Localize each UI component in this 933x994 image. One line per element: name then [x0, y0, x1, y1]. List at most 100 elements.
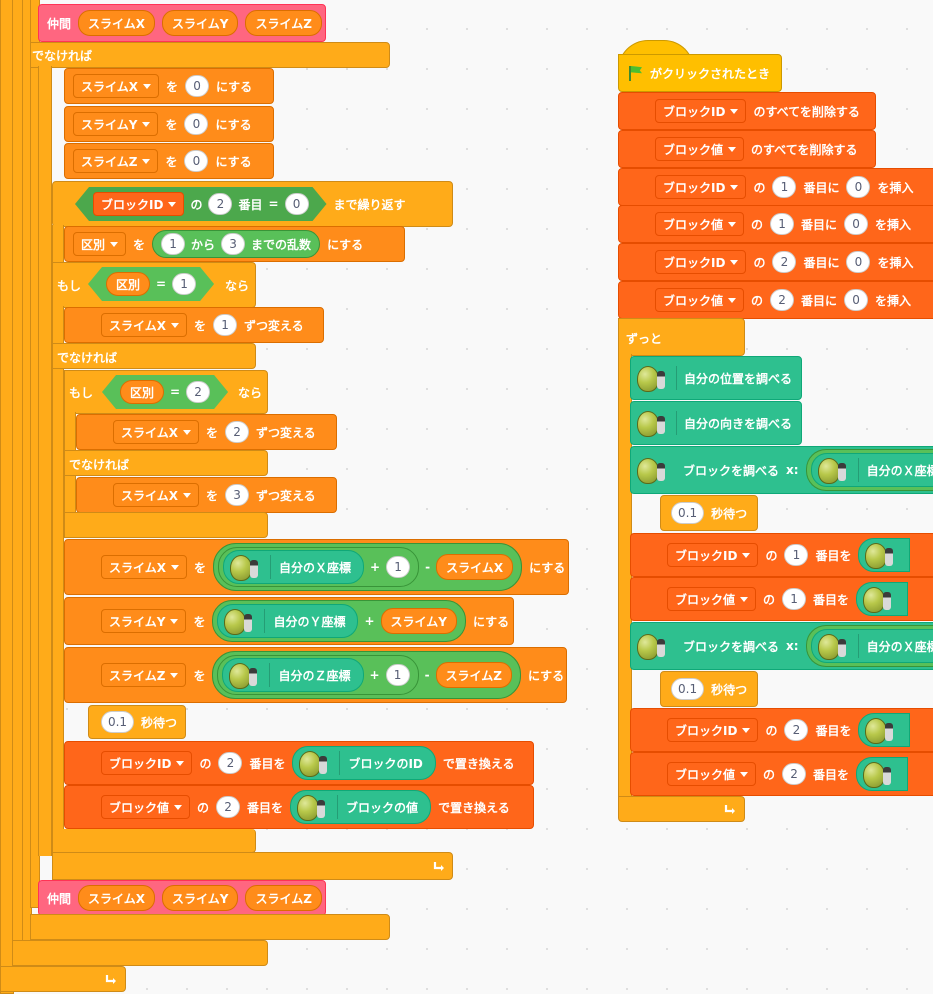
repeat-until-bottom[interactable]: [52, 852, 453, 880]
replace-block-value-1-block-right[interactable]: ブロック値 の 1 番目を: [630, 577, 933, 621]
index-field[interactable]: 1: [784, 544, 809, 566]
y-position-reporter[interactable]: 自分のＹ座標: [217, 604, 359, 638]
plus-operator[interactable]: 自分のＹ座標 + スライムY: [212, 600, 466, 642]
sensing-reporter[interactable]: [856, 582, 909, 616]
var-dropdown-slime-x[interactable]: スライムX: [101, 313, 188, 337]
slime-z-reporter[interactable]: スライムZ: [435, 662, 513, 688]
insert-block-id-1-block[interactable]: ブロックID の 1 番目に 0 を挿入: [618, 168, 933, 206]
custom-block-nakama-bottom[interactable]: 仲間 スライムX スライムY スライムZ: [38, 880, 326, 916]
list-dropdown-block-id[interactable]: ブロックID: [655, 175, 747, 199]
index-field[interactable]: 2: [770, 289, 795, 311]
index-field[interactable]: 2: [208, 193, 232, 215]
insert-block-value-2-block[interactable]: ブロック値 の 2 番目に 0 を挿入: [618, 281, 933, 319]
replace-block-value-2-block-right[interactable]: ブロック値 の 2 番目を: [630, 752, 933, 796]
insert-block-value-1-block[interactable]: ブロック値 の 1 番目に 0 を挿入: [618, 205, 933, 243]
value-field[interactable]: 0: [844, 213, 869, 235]
replace-block-id-2-block-right[interactable]: ブロックID の 2 番目を: [630, 708, 933, 752]
compare-field[interactable]: 2: [186, 381, 210, 403]
list-dropdown-block-id[interactable]: ブロックID: [667, 718, 759, 742]
list-dropdown-block-id[interactable]: ブロックID: [667, 543, 759, 567]
else-bar-3[interactable]: [64, 450, 268, 476]
plus-operator[interactable]: 自分のＸ座標 + 1: [218, 547, 420, 587]
index-field[interactable]: 1: [770, 213, 795, 235]
if-kubetsu-1-bottom[interactable]: [52, 829, 256, 853]
change-slime-x-1-block[interactable]: スライムX を 1 ずつ変える: [64, 307, 324, 343]
value-field[interactable]: 1: [386, 556, 411, 578]
var-dropdown-kubetsu[interactable]: 区別: [73, 232, 127, 256]
x-operator[interactable]: 自分のＸ座標: [805, 625, 933, 667]
x-position-reporter[interactable]: 自分のＸ座標: [810, 453, 933, 487]
custom-arg-slime-x[interactable]: スライムX: [78, 885, 156, 911]
random-from-field[interactable]: 1: [161, 233, 186, 255]
value-field[interactable]: 0: [846, 251, 871, 273]
value-field[interactable]: 1: [213, 314, 238, 336]
list-dropdown-block-value[interactable]: ブロック値: [101, 795, 191, 819]
outer-if-bottom[interactable]: [12, 940, 268, 966]
index-field[interactable]: 2: [782, 763, 807, 785]
custom-arg-slime-z[interactable]: スライムZ: [245, 10, 322, 36]
list-dropdown-block-value[interactable]: ブロック値: [667, 762, 757, 786]
wait-block[interactable]: 0.1 秒待つ: [88, 705, 186, 739]
block-value-reporter[interactable]: ブロックの値: [290, 790, 432, 824]
var-dropdown-slime-x[interactable]: スライムX: [113, 420, 200, 444]
index-field[interactable]: 2: [772, 251, 797, 273]
kubetsu-reporter[interactable]: 区別: [120, 380, 164, 404]
kubetsu-equals-2-condition[interactable]: 区別 = 2: [102, 375, 228, 409]
value-field[interactable]: 1: [385, 664, 410, 686]
if-else-bottom[interactable]: [30, 914, 390, 940]
if-kubetsu-1-arm[interactable]: [52, 306, 64, 846]
random-operator[interactable]: 1 から 3 までの乱数: [152, 230, 321, 258]
wait-field[interactable]: 0.1: [101, 711, 134, 733]
check-direction-block[interactable]: 自分の向きを調べる: [630, 401, 802, 445]
custom-arg-slime-x[interactable]: スライムX: [78, 10, 156, 36]
index-field[interactable]: 1: [782, 588, 807, 610]
var-dropdown-slime-x[interactable]: スライムX: [113, 483, 200, 507]
else-bar-2[interactable]: [52, 343, 256, 369]
change-slime-x-2-block[interactable]: スライムX を 2 ずつ変える: [76, 414, 337, 450]
var-dropdown-slime-x[interactable]: スライムX: [101, 555, 188, 579]
delete-all-block-id-block[interactable]: ブロックID のすべてを削除する: [618, 92, 876, 130]
delete-all-block-value-block[interactable]: ブロック値 のすべてを削除する: [618, 130, 876, 168]
forever-top[interactable]: [618, 318, 745, 356]
x-position-reporter[interactable]: 自分のＸ座標: [810, 629, 933, 663]
forever-bottom[interactable]: [0, 966, 126, 992]
list-dropdown-block-value[interactable]: ブロック値: [655, 137, 745, 161]
var-dropdown-slime-y[interactable]: スライムY: [101, 609, 187, 633]
set-slime-x-expression-block[interactable]: スライムX を 自分のＸ座標 + 1 - スライムX にする: [64, 539, 569, 595]
kubetsu-reporter[interactable]: 区別: [106, 272, 150, 296]
var-dropdown-slime-y[interactable]: スライムY: [73, 112, 159, 136]
kubetsu-equals-1-condition[interactable]: 区別 = 1: [88, 267, 214, 301]
slime-y-reporter[interactable]: スライムY: [380, 608, 457, 634]
set-slime-y-block[interactable]: スライムY を 0 にする: [64, 106, 274, 142]
list-dropdown-block-id[interactable]: ブロックID: [101, 751, 193, 775]
index-field[interactable]: 2: [218, 752, 243, 774]
index-field[interactable]: 2: [216, 796, 241, 818]
repeat-until-block[interactable]: ブロックID の 2 番目 = 0 まで繰り返す: [52, 181, 453, 227]
change-slime-x-3-block[interactable]: スライムX を 3 ずつ変える: [76, 477, 337, 513]
else-inner-arm[interactable]: [38, 66, 52, 856]
else-bar-1[interactable]: [30, 42, 390, 68]
value-field[interactable]: 0: [846, 176, 871, 198]
replace-block-value-block[interactable]: ブロック値 の 2 番目を ブロックの値 で置き換える: [64, 785, 534, 829]
list-dropdown-block-value[interactable]: ブロック値: [655, 212, 745, 236]
set-slime-z-expression-block[interactable]: スライムZ を 自分のＺ座標 + 1 - スライムZ にする: [64, 647, 567, 703]
wait-block-right-2[interactable]: 0.1 秒待つ: [660, 671, 758, 707]
compare-field[interactable]: 0: [285, 193, 309, 215]
custom-arg-slime-z[interactable]: スライムZ: [245, 885, 322, 911]
index-field[interactable]: 2: [784, 719, 809, 741]
check-block-2-block[interactable]: ブロックを調べる x: 自分のＸ座標: [630, 622, 933, 670]
sensing-reporter[interactable]: [856, 757, 909, 791]
minus-operator[interactable]: 自分のＺ座標 + 1 - スライムZ: [212, 651, 522, 699]
wait-block-right-1[interactable]: 0.1 秒待つ: [660, 495, 758, 531]
set-slime-x-block[interactable]: スライムX を 0 にする: [64, 68, 274, 104]
value-field[interactable]: 3: [225, 484, 250, 506]
index-field[interactable]: 1: [772, 176, 797, 198]
custom-block-nakama-top[interactable]: 仲間 スライムX スライムY スライムZ: [38, 4, 326, 42]
var-dropdown-slime-x[interactable]: スライムX: [73, 74, 160, 98]
wait-field[interactable]: 0.1: [671, 502, 705, 524]
value-field[interactable]: 0: [185, 75, 210, 97]
value-field[interactable]: 0: [844, 289, 869, 311]
list-dropdown-block-value[interactable]: ブロック値: [667, 587, 757, 611]
forever-bottom-right[interactable]: [618, 796, 745, 822]
var-dropdown-slime-z[interactable]: スライムZ: [73, 149, 159, 173]
